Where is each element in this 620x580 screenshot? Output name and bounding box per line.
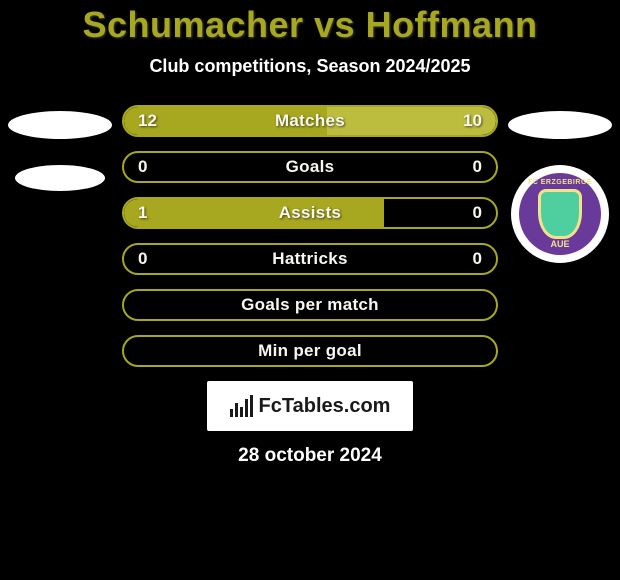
- stat-bar: 00Hattricks: [122, 243, 498, 275]
- player-photo-placeholder: [508, 111, 612, 139]
- shield-icon: [538, 189, 582, 239]
- left-player-column: [0, 105, 120, 217]
- club-badge: FC ERZGEBIRGE AUE: [511, 165, 609, 263]
- stat-bar: Goals per match: [122, 289, 498, 321]
- club-badge-inner: FC ERZGEBIRGE AUE: [519, 173, 601, 255]
- stat-bar: Min per goal: [122, 335, 498, 367]
- stat-label: Assists: [124, 203, 496, 223]
- stat-bar: 10Assists: [122, 197, 498, 229]
- club-name-top: FC ERZGEBIRGE: [519, 179, 601, 186]
- stat-bar: 00Goals: [122, 151, 498, 183]
- brand-text: FcTables.com: [259, 395, 391, 418]
- player-photo-placeholder: [8, 111, 112, 139]
- right-player-column: FC ERZGEBIRGE AUE: [500, 105, 620, 263]
- page-title: Schumacher vs Hoffmann: [0, 4, 620, 46]
- stat-label: Matches: [124, 111, 496, 131]
- stat-label: Goals: [124, 157, 496, 177]
- stat-label: Hattricks: [124, 249, 496, 269]
- club-name-bottom: AUE: [519, 239, 601, 249]
- infographic-container: Schumacher vs Hoffmann Club competitions…: [0, 0, 620, 467]
- content-row: 1210Matches 00Goals 10Assists 00Hattricks Go…: [0, 105, 620, 367]
- stats-bars-column: 1210Matches 00Goals 10Assists 00Hattricks Go…: [120, 105, 500, 367]
- club-logo-placeholder: [15, 165, 105, 191]
- brand-logo: FcTables.com: [207, 381, 413, 431]
- stat-label: Goals per match: [124, 295, 496, 315]
- stat-bar: 1210Matches: [122, 105, 498, 137]
- date-text: 28 october 2024: [0, 445, 620, 467]
- stat-label: Min per goal: [124, 341, 496, 361]
- subtitle: Club competitions, Season 2024/2025: [0, 56, 620, 77]
- bars-icon: [230, 395, 253, 417]
